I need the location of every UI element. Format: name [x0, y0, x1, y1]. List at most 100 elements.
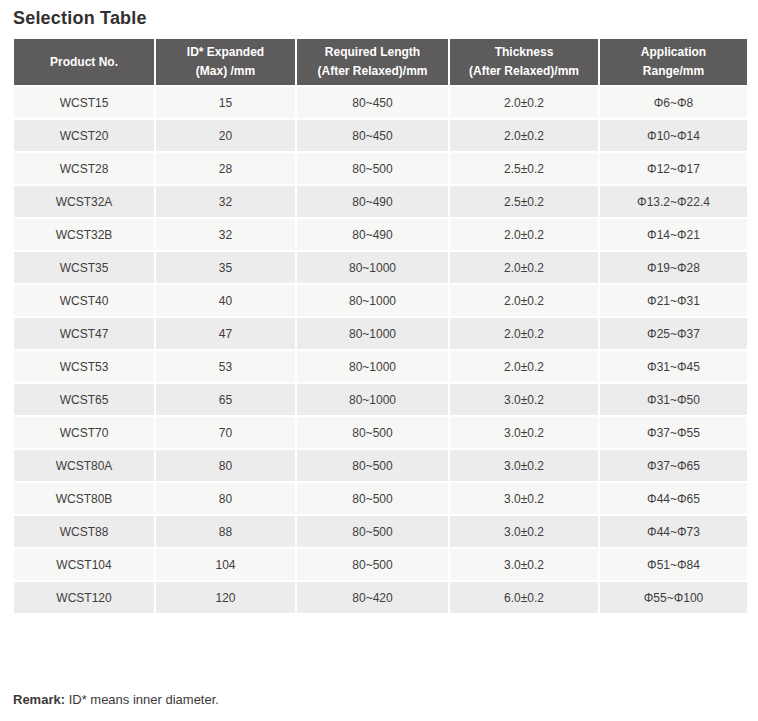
- table-cell: 2.0±0.2: [449, 284, 599, 317]
- table-cell: 2.0±0.2: [449, 251, 599, 284]
- table-cell: WCST70: [13, 416, 155, 449]
- column-header-line: Thickness: [450, 43, 598, 62]
- table-row: WCST80B8080~5003.0±0.2Φ44~Φ65: [13, 482, 748, 515]
- table-row: WCST535380~10002.0±0.2Φ31~Φ45: [13, 350, 748, 383]
- table-row: WCST404080~10002.0±0.2Φ21~Φ31: [13, 284, 748, 317]
- table-cell: 2.0±0.2: [449, 350, 599, 383]
- table-cell: Φ51~Φ84: [599, 548, 748, 581]
- table-cell: 88: [155, 515, 296, 548]
- table-cell: 3.0±0.2: [449, 416, 599, 449]
- table-cell: 80~500: [296, 416, 449, 449]
- table-cell: Φ21~Φ31: [599, 284, 748, 317]
- remark-label: Remark:: [13, 692, 65, 707]
- table-cell: Φ37~Φ55: [599, 416, 748, 449]
- table-row: WCST656580~10003.0±0.2Φ31~Φ50: [13, 383, 748, 416]
- table-cell: Φ10~Φ14: [599, 119, 748, 152]
- table-cell: Φ44~Φ65: [599, 482, 748, 515]
- table-cell: WCST35: [13, 251, 155, 284]
- table-cell: 80~1000: [296, 251, 449, 284]
- table-cell: 80~1000: [296, 383, 449, 416]
- table-cell: 2.5±0.2: [449, 152, 599, 185]
- table-cell: WCST32B: [13, 218, 155, 251]
- table-row: WCST151580~4502.0±0.2Φ6~Φ8: [13, 86, 748, 119]
- table-cell: 80~500: [296, 152, 449, 185]
- table-cell: Φ6~Φ8: [599, 86, 748, 119]
- table-cell: 53: [155, 350, 296, 383]
- column-header-line: (Max) /mm: [156, 62, 295, 81]
- table-cell: 80: [155, 449, 296, 482]
- table-row: WCST10410480~5003.0±0.2Φ51~Φ84: [13, 548, 748, 581]
- table-cell: 2.0±0.2: [449, 317, 599, 350]
- table-row: WCST474780~10002.0±0.2Φ25~Φ37: [13, 317, 748, 350]
- column-header-line: (After Relaxed)/mm: [450, 62, 598, 81]
- table-cell: 2.0±0.2: [449, 86, 599, 119]
- table-cell: WCST65: [13, 383, 155, 416]
- table-row: WCST353580~10002.0±0.2Φ19~Φ28: [13, 251, 748, 284]
- table-cell: WCST32A: [13, 185, 155, 218]
- selection-table: Product No.ID* Expanded(Max) /mmRequired…: [12, 37, 749, 615]
- table-cell: WCST15: [13, 86, 155, 119]
- column-header: Product No.: [13, 38, 155, 86]
- column-header: ID* Expanded(Max) /mm: [155, 38, 296, 86]
- table-cell: 2.0±0.2: [449, 119, 599, 152]
- table-cell: 70: [155, 416, 296, 449]
- column-header-line: Application: [600, 43, 747, 62]
- table-cell: WCST80A: [13, 449, 155, 482]
- column-header: Required Length(After Relaxed)/mm: [296, 38, 449, 86]
- table-row: WCST32B3280~4902.0±0.2Φ14~Φ21: [13, 218, 748, 251]
- table-cell: 80~500: [296, 548, 449, 581]
- table-cell: 65: [155, 383, 296, 416]
- table-cell: WCST40: [13, 284, 155, 317]
- table-cell: Φ19~Φ28: [599, 251, 748, 284]
- table-cell: 3.0±0.2: [449, 548, 599, 581]
- table-cell: 20: [155, 119, 296, 152]
- table-cell: 80~500: [296, 515, 449, 548]
- table-cell: 2.0±0.2: [449, 218, 599, 251]
- table-cell: 3.0±0.2: [449, 482, 599, 515]
- selection-table-body: WCST151580~4502.0±0.2Φ6~Φ8WCST202080~450…: [13, 86, 748, 614]
- table-cell: 32: [155, 185, 296, 218]
- table-cell: 80: [155, 482, 296, 515]
- table-cell: 80~1000: [296, 350, 449, 383]
- table-row: WCST80A8080~5003.0±0.2Φ37~Φ65: [13, 449, 748, 482]
- table-cell: 120: [155, 581, 296, 614]
- table-cell: WCST88: [13, 515, 155, 548]
- table-cell: Φ31~Φ45: [599, 350, 748, 383]
- table-cell: WCST28: [13, 152, 155, 185]
- remark-text: ID* means inner diameter.: [65, 692, 219, 707]
- table-cell: 80~450: [296, 86, 449, 119]
- table-cell: Φ37~Φ65: [599, 449, 748, 482]
- table-cell: 80~1000: [296, 317, 449, 350]
- column-header-line: Product No.: [14, 53, 154, 72]
- column-header: Thickness(After Relaxed)/mm: [449, 38, 599, 86]
- table-cell: 15: [155, 86, 296, 119]
- table-cell: 80~1000: [296, 284, 449, 317]
- table-cell: WCST104: [13, 548, 155, 581]
- table-cell: Φ31~Φ50: [599, 383, 748, 416]
- table-cell: WCST47: [13, 317, 155, 350]
- table-cell: 40: [155, 284, 296, 317]
- column-header-line: (After Relaxed)/mm: [297, 62, 448, 81]
- table-cell: 80~420: [296, 581, 449, 614]
- table-cell: 3.0±0.2: [449, 383, 599, 416]
- remark: Remark: ID* means inner diameter.: [13, 692, 747, 707]
- column-header-line: Required Length: [297, 43, 448, 62]
- table-row: WCST32A3280~4902.5±0.2Φ13.2~Φ22.4: [13, 185, 748, 218]
- table-cell: 35: [155, 251, 296, 284]
- table-cell: 80~490: [296, 185, 449, 218]
- selection-table-head: Product No.ID* Expanded(Max) /mmRequired…: [13, 38, 748, 86]
- table-cell: 47: [155, 317, 296, 350]
- column-header: ApplicationRange/mm: [599, 38, 748, 86]
- table-cell: 6.0±0.2: [449, 581, 599, 614]
- table-row: WCST888880~5003.0±0.2Φ44~Φ73: [13, 515, 748, 548]
- table-cell: WCST20: [13, 119, 155, 152]
- page: Selection Table Product No.ID* Expanded(…: [0, 0, 758, 707]
- table-cell: 2.5±0.2: [449, 185, 599, 218]
- table-row: WCST707080~5003.0±0.2Φ37~Φ55: [13, 416, 748, 449]
- column-header-line: Range/mm: [600, 62, 747, 81]
- table-cell: Φ14~Φ21: [599, 218, 748, 251]
- table-cell: Φ25~Φ37: [599, 317, 748, 350]
- table-cell: WCST120: [13, 581, 155, 614]
- table-row: WCST12012080~4206.0±0.2Φ55~Φ100: [13, 581, 748, 614]
- table-row: WCST202080~4502.0±0.2Φ10~Φ14: [13, 119, 748, 152]
